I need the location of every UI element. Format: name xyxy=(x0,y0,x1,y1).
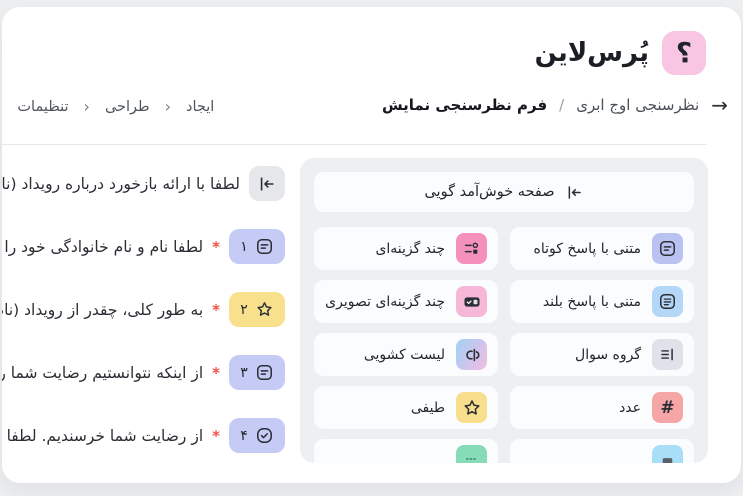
type-label: چند گزینه‌ای xyxy=(375,240,445,257)
question-row-3[interactable]: ۳ * از اینکه نتوانستیم رضایت شما ر xyxy=(2,355,285,390)
question-row-welcome[interactable]: لطفا با ارائه بازخورد درباره رویداد (نام… xyxy=(2,166,285,201)
step-settings[interactable]: تنظیمات xyxy=(17,98,69,115)
type-label: متنی با پاسخ کوتاه xyxy=(533,240,641,257)
question-text: لطفا نام و نام خانوادگی خود را بنو xyxy=(2,237,204,256)
type-label: لیست کشویی xyxy=(363,346,445,363)
question-badge: ۲ xyxy=(229,292,285,327)
required-marker: * xyxy=(212,363,220,382)
logo-question-mark-icon: ? xyxy=(662,31,706,75)
type-welcome-page[interactable]: صفحه خوش‌آمد گویی xyxy=(314,172,694,212)
question-badge: ۴ xyxy=(229,418,285,453)
type-label: متنی با پاسخ بلند xyxy=(542,293,641,310)
number-icon: # xyxy=(652,392,683,423)
back-arrow-icon[interactable]: → xyxy=(711,93,728,117)
breadcrumb-parent[interactable]: نظرسنجی اوج ابری xyxy=(576,96,700,114)
logo-wordmark: پُرس‌لاین xyxy=(534,38,650,68)
type-picture-choice[interactable]: چند گزینه‌ای تصویری xyxy=(314,280,498,323)
type-scale[interactable]: طیفی xyxy=(314,386,498,429)
required-marker: * xyxy=(212,300,220,319)
type-label: صفحه خوش‌آمد گویی xyxy=(424,184,555,200)
step-create[interactable]: ایجاد xyxy=(185,98,215,115)
type-dropdown[interactable]: لیست کشویی xyxy=(314,333,498,376)
dropdown-icon xyxy=(456,339,487,370)
skip-to-start-icon xyxy=(260,176,274,191)
picture-choice-icon xyxy=(456,286,487,317)
type-clipped-row-right[interactable] xyxy=(510,439,694,463)
header-divider xyxy=(2,144,707,145)
type-label: طیفی xyxy=(410,399,445,416)
workflow-steps-nav: ایجاد ‹ طراحی ‹ تنظیمات ‹ xyxy=(2,97,214,116)
question-number: ۱ xyxy=(240,238,248,255)
required-marker: * xyxy=(212,237,220,256)
skip-to-start-icon xyxy=(568,185,581,199)
type-long-text[interactable]: متنی با پاسخ بلند xyxy=(510,280,694,323)
breadcrumb: → نظرسنجی اوج ابری / فرم نظرسنجی نمایش xyxy=(382,95,728,115)
type-number[interactable]: # عدد xyxy=(510,386,694,429)
question-number: ۳ xyxy=(240,364,248,381)
porsline-logo[interactable]: ? پُرس‌لاین xyxy=(535,31,706,75)
question-text: از اینکه نتوانستیم رضایت شما ر xyxy=(2,363,204,382)
scale-star-icon xyxy=(456,392,487,423)
type-multiple-choice[interactable]: چند گزینه‌ای xyxy=(314,227,498,270)
question-row-4[interactable]: ۴ * از رضایت شما خرسندیم. لطفا عو xyxy=(2,418,285,453)
chevron-icon: ‹ xyxy=(164,97,171,116)
short-text-icon xyxy=(256,239,272,254)
question-number: ۲ xyxy=(240,301,248,318)
type-clipped-row-left[interactable] xyxy=(314,439,498,463)
type-short-text[interactable]: متنی با پاسخ کوتاه xyxy=(510,227,694,270)
question-text: به طور کلی، چقدر از رویداد (نام ر xyxy=(2,300,204,319)
long-text-icon xyxy=(652,286,683,317)
question-row-1[interactable]: ۱ * لطفا نام و نام خانوادگی خود را بنو xyxy=(2,229,285,264)
required-marker: * xyxy=(212,426,220,445)
question-text: لطفا با ارائه بازخورد درباره رویداد (نام… xyxy=(2,174,240,193)
question-row-2[interactable]: ۲ * به طور کلی، چقدر از رویداد (نام ر xyxy=(2,292,285,327)
type-label: گروه سوال xyxy=(575,346,641,363)
step-design[interactable]: طراحی xyxy=(104,98,150,115)
clipped-type-icon xyxy=(456,445,487,463)
question-number: ۴ xyxy=(240,427,248,444)
type-grid: متنی با پاسخ کوتاه چند گزینه‌ای xyxy=(314,227,694,463)
type-label: چند گزینه‌ای تصویری xyxy=(325,293,445,310)
question-type-panel: صفحه خوش‌آمد گویی متنی با پاسخ کوتاه xyxy=(300,158,708,463)
checkbox-icon xyxy=(256,428,272,443)
clipped-type-icon xyxy=(652,445,683,463)
breadcrumb-separator: / xyxy=(559,96,565,114)
type-label: عدد xyxy=(619,399,641,416)
question-badge: ۱ xyxy=(229,229,285,264)
app-window: ? پُرس‌لاین → نظرسنجی اوج ابری / فرم نظر… xyxy=(2,7,741,483)
multiple-choice-icon xyxy=(456,233,487,264)
star-icon xyxy=(257,302,272,316)
type-question-group[interactable]: گروه سوال xyxy=(510,333,694,376)
welcome-badge xyxy=(249,166,285,201)
breadcrumb-current: فرم نظرسنجی نمایش xyxy=(381,96,548,114)
short-text-icon xyxy=(256,365,272,380)
question-badge: ۳ xyxy=(229,355,285,390)
short-text-icon xyxy=(652,233,683,264)
chevron-icon: ‹ xyxy=(83,97,90,116)
question-group-icon xyxy=(652,339,683,370)
question-text: از رضایت شما خرسندیم. لطفا عو xyxy=(2,426,204,445)
